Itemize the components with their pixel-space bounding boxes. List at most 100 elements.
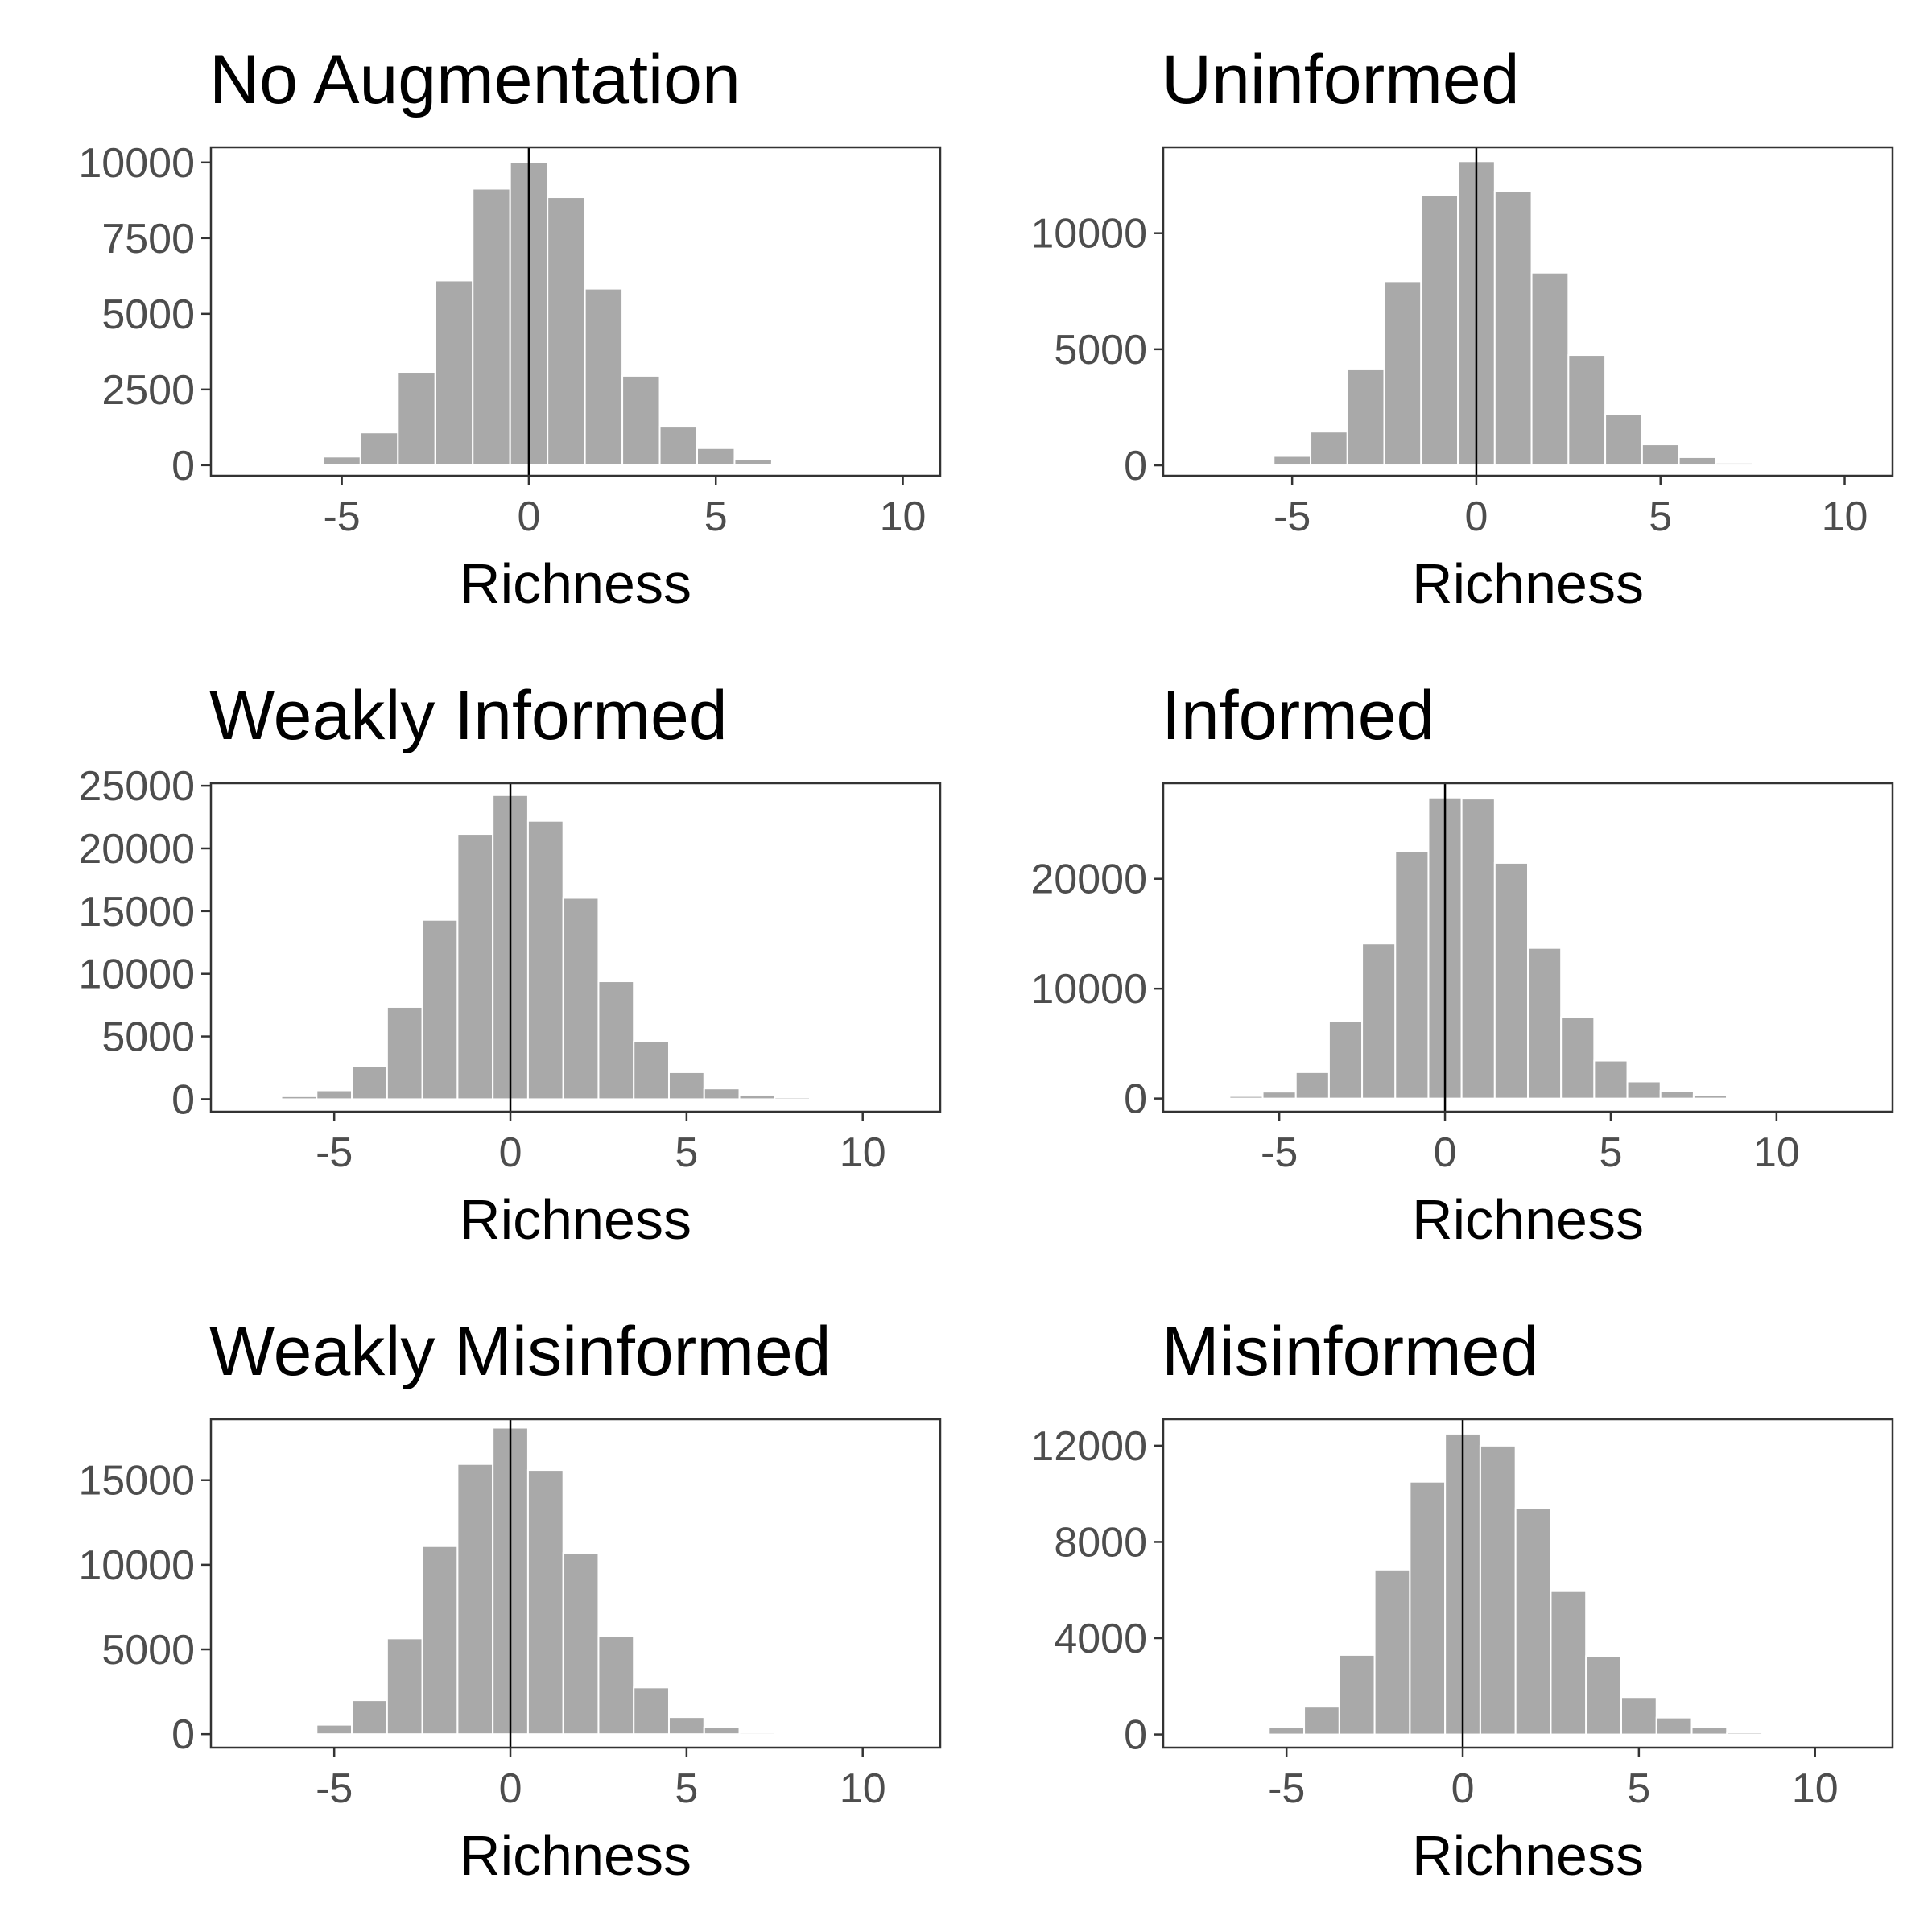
histogram-bar [547, 196, 586, 466]
histogram-bar [667, 1716, 705, 1736]
x-tick-label: -5 [1261, 1129, 1298, 1176]
x-tick-label: 0 [1464, 493, 1488, 540]
histogram-bar [703, 1088, 741, 1100]
histogram-bar [633, 1686, 670, 1736]
panel-title: Informed [1162, 677, 1435, 754]
x-tick-label: 5 [704, 493, 728, 540]
x-tick-label: -5 [323, 493, 360, 540]
histogram-bar [703, 1726, 741, 1736]
histogram-bar [597, 980, 635, 1100]
histogram-bar [1303, 1706, 1340, 1736]
y-tick-label: 0 [171, 1076, 195, 1123]
histogram-bar [472, 188, 511, 466]
histogram-bar [1659, 1090, 1695, 1100]
histogram-bar [1715, 461, 1754, 467]
histogram-bar [696, 447, 736, 466]
histogram-bar [667, 1071, 705, 1100]
histogram-bar [1641, 444, 1680, 467]
x-tick-label: 10 [1792, 1765, 1839, 1812]
histogram-bar [1493, 190, 1533, 467]
histogram-bar [322, 456, 361, 466]
histogram-bar [1726, 1096, 1761, 1100]
y-tick-label: 10000 [1030, 211, 1147, 258]
histogram-bar [386, 1005, 423, 1100]
y-tick-label: 7500 [101, 216, 195, 262]
x-axis-title: Richness [460, 1824, 691, 1887]
x-tick-label: 0 [1434, 1129, 1457, 1176]
histogram-bar [284, 463, 324, 466]
y-tick-label: 0 [1124, 1712, 1147, 1759]
histogram-bar [1346, 368, 1385, 467]
panel-title: Weakly Informed [209, 677, 728, 754]
y-tick-label: 0 [171, 1711, 195, 1758]
histogram-bar [386, 1637, 423, 1736]
histogram-bar [1527, 947, 1563, 1100]
x-tick-label: -5 [1268, 1765, 1305, 1812]
x-tick-label: 0 [499, 1129, 522, 1176]
histogram-bar [351, 1699, 388, 1736]
y-tick-label: 20000 [1030, 857, 1147, 903]
histogram-panel: Weakly Informed 0 5000 10000 15000 20000 25000… [0, 636, 966, 1272]
histogram-bar [456, 1463, 494, 1736]
histogram-bar [733, 458, 773, 466]
plot-frame [1162, 782, 1894, 1113]
histogram-bar [526, 1469, 564, 1736]
histogram-bar [1394, 850, 1430, 1100]
histogram-panel: Informed 0 10000 20000 -5 0 5 10 Richness [952, 636, 1918, 1272]
y-tick-label: 10000 [78, 1542, 195, 1589]
histogram-bar [1514, 1507, 1552, 1736]
y-tick-label: 5000 [101, 1014, 195, 1061]
histogram-bar [1373, 1568, 1411, 1736]
panel-title: No Augmentation [209, 41, 741, 118]
y-tick-label: 10000 [78, 140, 195, 187]
histogram-bar [1567, 354, 1607, 467]
x-tick-label: 5 [1627, 1765, 1650, 1812]
histogram-bar [359, 431, 399, 466]
y-tick-label: 0 [1124, 1076, 1147, 1123]
histogram-bar [808, 464, 848, 467]
histogram-bar [597, 1635, 635, 1736]
y-tick-label: 0 [1124, 443, 1147, 489]
plot-frame [209, 1418, 942, 1749]
histogram-bar [1310, 431, 1348, 467]
histogram-bar [351, 1065, 388, 1100]
histogram-bar [1228, 1095, 1264, 1100]
y-tick-label: 12000 [1030, 1423, 1147, 1470]
x-tick-label: -5 [316, 1129, 353, 1176]
x-axis-title: Richness [460, 552, 691, 615]
histogram-bar [1726, 1732, 1764, 1736]
histogram-bar [526, 819, 564, 1100]
histogram-bar [1361, 943, 1397, 1100]
y-tick-label: 0 [171, 443, 195, 489]
histogram-bar [1752, 464, 1790, 467]
histogram-bar [421, 1545, 459, 1736]
histogram-bar [1655, 1716, 1693, 1736]
histogram-bar [434, 279, 474, 466]
histogram-bar [844, 1098, 881, 1101]
histogram-panel: Uninformed 0 5000 10000 -5 0 5 10 Richness [952, 0, 1918, 636]
x-tick-label: 5 [1599, 1129, 1622, 1176]
histogram-bar [1420, 194, 1459, 467]
x-axis-title: Richness [1412, 1824, 1644, 1887]
histogram-bar [1493, 861, 1529, 1100]
panel-title: Uninformed [1162, 41, 1520, 118]
histogram-bar [316, 1724, 353, 1736]
x-tick-label: 5 [675, 1765, 698, 1812]
x-tick-label: 10 [880, 493, 927, 540]
x-tick-label: 0 [1451, 1765, 1475, 1812]
histogram-bar [658, 426, 698, 466]
histogram-bar [584, 287, 624, 466]
x-tick-label: 0 [517, 493, 540, 540]
y-tick-label: 4000 [1054, 1616, 1147, 1662]
histogram-bar [1460, 798, 1496, 1100]
panel-title: Misinformed [1162, 1313, 1538, 1390]
x-tick-label: 0 [499, 1765, 522, 1812]
y-tick-label: 25000 [78, 763, 195, 810]
panel-title: Weakly Misinformed [209, 1313, 832, 1390]
histogram-bar [1273, 455, 1312, 467]
histogram-bar [633, 1040, 670, 1100]
histogram-bar [562, 897, 600, 1100]
y-tick-label: 15000 [78, 1458, 195, 1505]
histogram-plot: Weakly Informed 0 5000 10000 15000 20000 25000… [78, 677, 942, 1251]
y-tick-label: 2500 [101, 367, 195, 414]
